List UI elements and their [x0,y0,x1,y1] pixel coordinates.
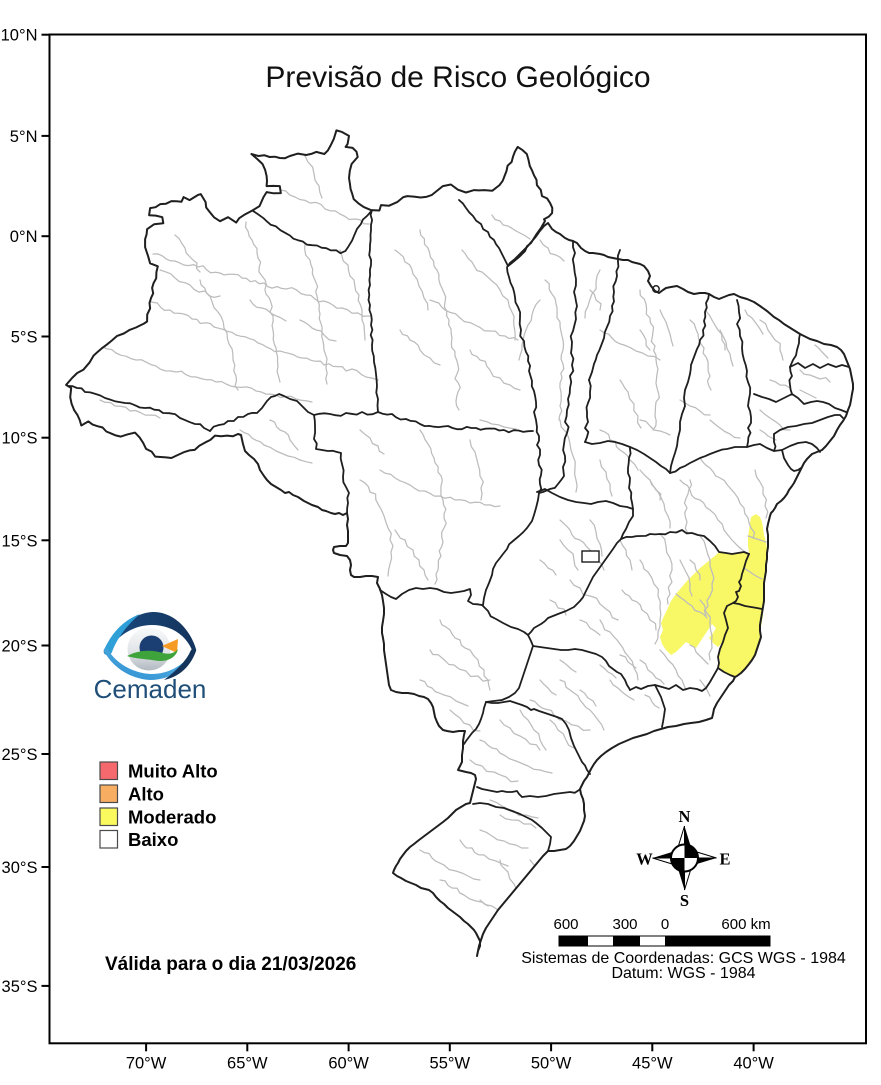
svg-text:Sistemas de Coordenadas: GCS W: Sistemas de Coordenadas: GCS WGS - 1984 [521,950,846,967]
svg-text:W: W [636,850,653,869]
svg-text:N: N [679,807,691,826]
svg-text:600 km: 600 km [721,916,770,933]
svg-text:55°W: 55°W [430,1055,471,1073]
svg-text:15°S: 15°S [2,532,38,550]
svg-text:10°N: 10°N [1,27,38,45]
svg-text:Muito Alto: Muito Alto [128,761,218,782]
svg-text:0°N: 0°N [10,228,38,246]
svg-text:45°W: 45°W [632,1055,673,1073]
svg-text:Baixo: Baixo [128,829,178,850]
svg-text:0: 0 [661,916,669,933]
svg-text:600: 600 [553,916,578,933]
svg-text:20°S: 20°S [2,638,38,656]
svg-text:E: E [719,850,730,869]
svg-text:Previsão de Risco Geológico: Previsão de Risco Geológico [265,61,650,94]
svg-text:5°S: 5°S [11,329,38,347]
svg-text:Datum: WGS - 1984: Datum: WGS - 1984 [611,965,755,982]
svg-text:25°S: 25°S [2,746,38,764]
svg-text:10°S: 10°S [2,430,38,448]
svg-text:30°S: 30°S [2,859,38,877]
svg-text:5°N: 5°N [10,128,38,146]
svg-text:70°W: 70°W [126,1055,167,1073]
svg-text:35°S: 35°S [2,978,38,996]
svg-text:65°W: 65°W [227,1055,268,1073]
svg-text:60°W: 60°W [328,1055,369,1073]
svg-text:Alto: Alto [128,784,164,805]
svg-text:S: S [680,891,689,910]
svg-text:40°W: 40°W [733,1055,774,1073]
svg-text:50°W: 50°W [531,1055,572,1073]
svg-text:Válida para o dia 21/03/2026: Válida para o dia 21/03/2026 [105,954,356,975]
svg-text:300: 300 [612,916,637,933]
svg-text:Moderado: Moderado [128,807,216,828]
svg-text:Cemaden: Cemaden [94,674,207,704]
